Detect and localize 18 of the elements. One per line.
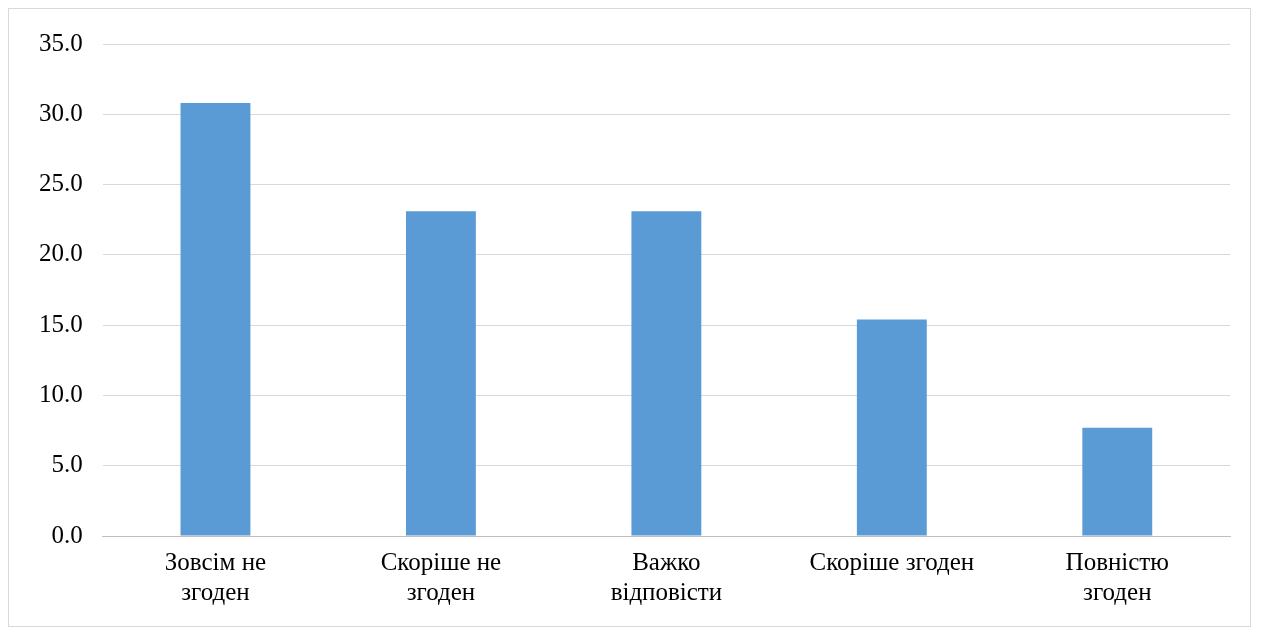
y-tick-label: 10.0 (39, 379, 83, 407)
y-tick-label: 5.0 (51, 450, 83, 478)
bar (856, 319, 927, 536)
y-tick-label: 15.0 (39, 309, 83, 337)
y-tick-label: 35.0 (39, 28, 83, 56)
x-tick-label: Скоріше не згоден (380, 547, 502, 605)
y-tick-label: 0.0 (51, 520, 83, 548)
bar (405, 211, 476, 536)
bar (1082, 427, 1153, 536)
x-tick-label: Повністю згоден (1065, 547, 1169, 605)
bar (180, 103, 251, 536)
y-tick-label: 25.0 (39, 169, 83, 197)
x-tick-label: Скоріше згоден (809, 547, 975, 575)
y-tick-label: 30.0 (39, 98, 83, 126)
bar (631, 211, 702, 536)
x-tick-label: Зовсім не згоден (164, 547, 267, 605)
x-tick-label: Важко відповісти (610, 547, 723, 605)
y-tick-label: 20.0 (39, 239, 83, 267)
